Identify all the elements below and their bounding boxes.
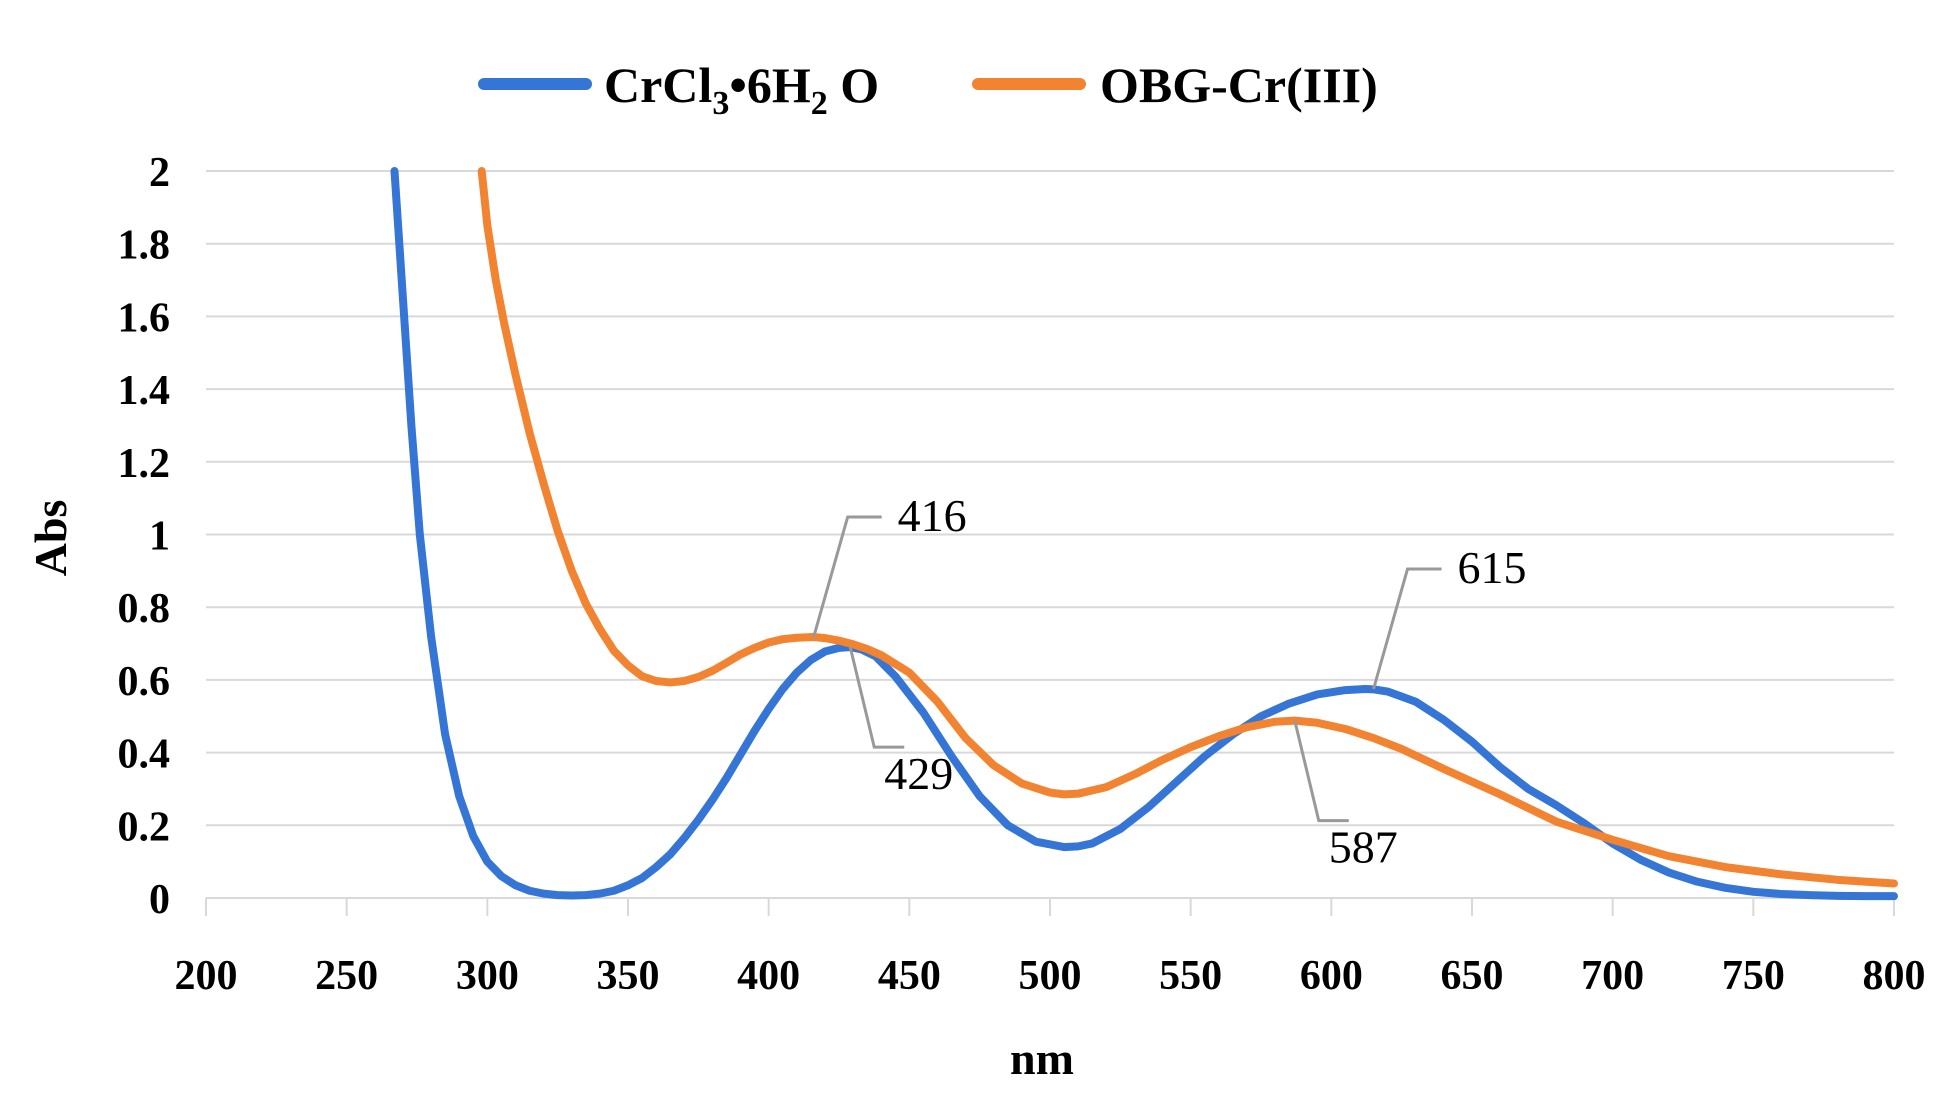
x-tick-label: 500 — [1019, 953, 1082, 999]
y-tick-label: 0 — [149, 877, 170, 923]
x-tick-label: 600 — [1300, 953, 1363, 999]
annotation-leader — [1372, 567, 1442, 690]
series-line-crcl3 — [390, 167, 1898, 901]
y-tick-label: 2 — [149, 150, 170, 196]
y-tick-label: 1.8 — [118, 223, 171, 269]
gridlines — [206, 170, 1894, 827]
y-tick-label: 1.4 — [118, 368, 171, 414]
legend-label-obg-cr: OBG-Cr(III) — [1100, 57, 1378, 113]
y-tick-label: 1 — [149, 514, 170, 560]
x-tick-label: 450 — [878, 953, 941, 999]
x-tick-label: 700 — [1581, 953, 1644, 999]
annotation-label: 429 — [884, 748, 953, 799]
x-tick-label: 550 — [1159, 953, 1222, 999]
annotation-leader — [848, 646, 905, 749]
x-tick-label: 350 — [597, 953, 660, 999]
annotation-leader — [1293, 720, 1349, 823]
annotation-label: 615 — [1458, 542, 1527, 593]
x-tick-label: 200 — [175, 953, 238, 999]
x-tick-label: 800 — [1863, 953, 1926, 999]
x-tick-label: 400 — [737, 953, 800, 999]
y-tick-label: 0.8 — [118, 586, 171, 632]
y-axis-title: Abs — [25, 500, 76, 577]
x-tick-label: 250 — [315, 953, 378, 999]
y-tick-label: 1.2 — [118, 441, 171, 487]
legend: CrCl3•6H2 O OBG-Cr(III) — [478, 57, 1378, 122]
y-tick-label: 0.4 — [118, 732, 171, 778]
x-tick-label: 300 — [456, 953, 519, 999]
x-axis-title: nm — [1010, 1033, 1074, 1084]
annotations: 416 429 615 587 — [812, 490, 1527, 873]
annotation-leader — [812, 515, 882, 638]
legend-label-crcl3: CrCl3•6H2 O — [604, 57, 879, 122]
y-tick-label: 1.6 — [118, 295, 171, 341]
x-tick-label: 750 — [1722, 953, 1785, 999]
series-lines — [390, 167, 1898, 901]
y-tick-label: 0.2 — [118, 804, 171, 850]
x-tick-label: 650 — [1441, 953, 1504, 999]
annotation-label: 587 — [1329, 822, 1398, 873]
series-line-obg-cr — [477, 167, 1898, 888]
axes: 200 250 300 350 400 450 500 550 600 650 700 750 800 0… — [118, 150, 1926, 999]
annotation-label: 416 — [898, 490, 967, 541]
y-tick-label: 0.6 — [118, 659, 171, 705]
